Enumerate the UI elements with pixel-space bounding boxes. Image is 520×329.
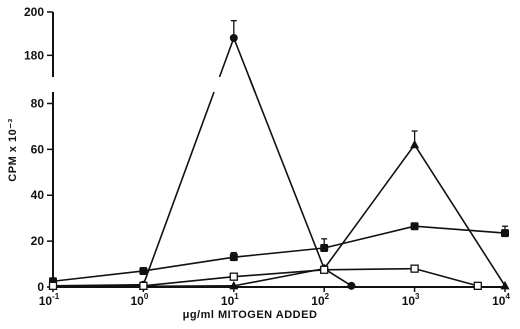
axes — [52, 12, 505, 288]
data-point-square — [410, 222, 419, 231]
y-tick-label: 20 — [31, 234, 45, 248]
x-tick-label: 104 — [492, 292, 510, 308]
series-0-segment — [323, 267, 352, 287]
y-axis-label: CPM x 10⁻³ — [7, 118, 19, 181]
y-tick-label: 80 — [31, 96, 45, 110]
error-bars — [230, 20, 508, 258]
x-tick-label: 101 — [221, 292, 239, 308]
y-tick-label: 180 — [24, 48, 44, 62]
data-point-open-square — [410, 264, 419, 273]
series-markers — [48, 34, 510, 291]
series-2-segment — [233, 247, 325, 258]
x-tick-label: 102 — [311, 292, 329, 308]
x-tick-label: 100 — [130, 292, 148, 308]
data-point-open-square — [320, 265, 329, 274]
data-point-open-square — [473, 281, 482, 291]
data-point-open-square — [48, 281, 58, 291]
data-point-triangle — [229, 280, 239, 290]
x-tick-label: 10-1 — [39, 292, 60, 308]
y-tick-label: 200 — [24, 5, 44, 19]
data-point-circle — [347, 281, 356, 290]
series-0-segment — [248, 76, 325, 269]
y-tick-label: 0 — [37, 280, 44, 294]
data-point-triangle — [500, 280, 510, 290]
series-1-segment — [413, 144, 506, 287]
data-point-open-square — [139, 281, 148, 291]
x-tick-label: 103 — [402, 292, 420, 308]
series-0-segment — [142, 91, 215, 285]
series-1-segment — [323, 144, 416, 270]
ticks: 0 20 40 60 80 180 200 10-1 100 101 102 103 104 — [24, 5, 510, 308]
series-3-segment — [324, 267, 415, 271]
data-point-square — [501, 229, 509, 238]
data-point-square — [139, 266, 148, 275]
series-3-segment — [414, 267, 478, 287]
series-2-segment — [143, 256, 234, 272]
y-tick-label: 40 — [31, 188, 45, 202]
series-2-segment — [414, 225, 506, 234]
x-axis-label: μg/ml MITOGEN ADDED — [183, 309, 318, 321]
series-3-segment — [233, 268, 325, 278]
data-point-open-square — [229, 272, 238, 281]
data-point-triangle — [410, 139, 420, 149]
y-tick-label: 60 — [31, 142, 45, 156]
series-2-segment — [324, 225, 415, 249]
series-2-segment — [52, 270, 144, 283]
series-0-segment — [218, 37, 235, 78]
series-lines — [52, 37, 506, 288]
data-point-circle — [229, 34, 238, 42]
data-point-square — [320, 244, 329, 252]
series-3-segment — [143, 275, 234, 287]
data-point-square — [229, 253, 238, 262]
